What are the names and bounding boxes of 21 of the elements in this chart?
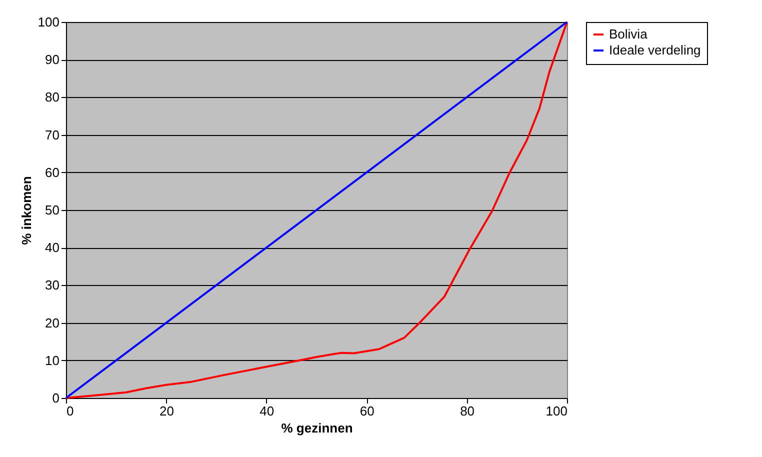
y-tick-label: 20 [45, 315, 60, 330]
y-tick-label: 70 [45, 127, 60, 142]
y-axis-title: % inkomen [18, 176, 34, 245]
x-axis-title: % gezinnen [281, 420, 353, 436]
x-tick-label: 40 [260, 404, 274, 418]
x-tick-label: 80 [460, 404, 475, 418]
x-tick-label: 20 [159, 404, 174, 418]
y-tick-label: 30 [45, 278, 60, 293]
y-tick-label: 0 [52, 390, 60, 406]
y-tick-label: 90 [45, 52, 60, 68]
y-tick-label: 40 [45, 240, 60, 256]
x-tick-label: 60 [360, 404, 374, 418]
y-tick-label: 50 [45, 202, 60, 218]
x-tick-label: 0 [66, 404, 74, 418]
y-tick-label: 60 [45, 164, 60, 180]
x-tick-label: 100 [546, 404, 568, 418]
y-tick-label: 80 [45, 90, 60, 105]
legend-label: Bolivia [609, 26, 648, 42]
y-tick-label: 100 [38, 14, 60, 30]
legend-label: Ideale verdeling [609, 42, 701, 58]
y-tick-label: 10 [45, 352, 60, 368]
